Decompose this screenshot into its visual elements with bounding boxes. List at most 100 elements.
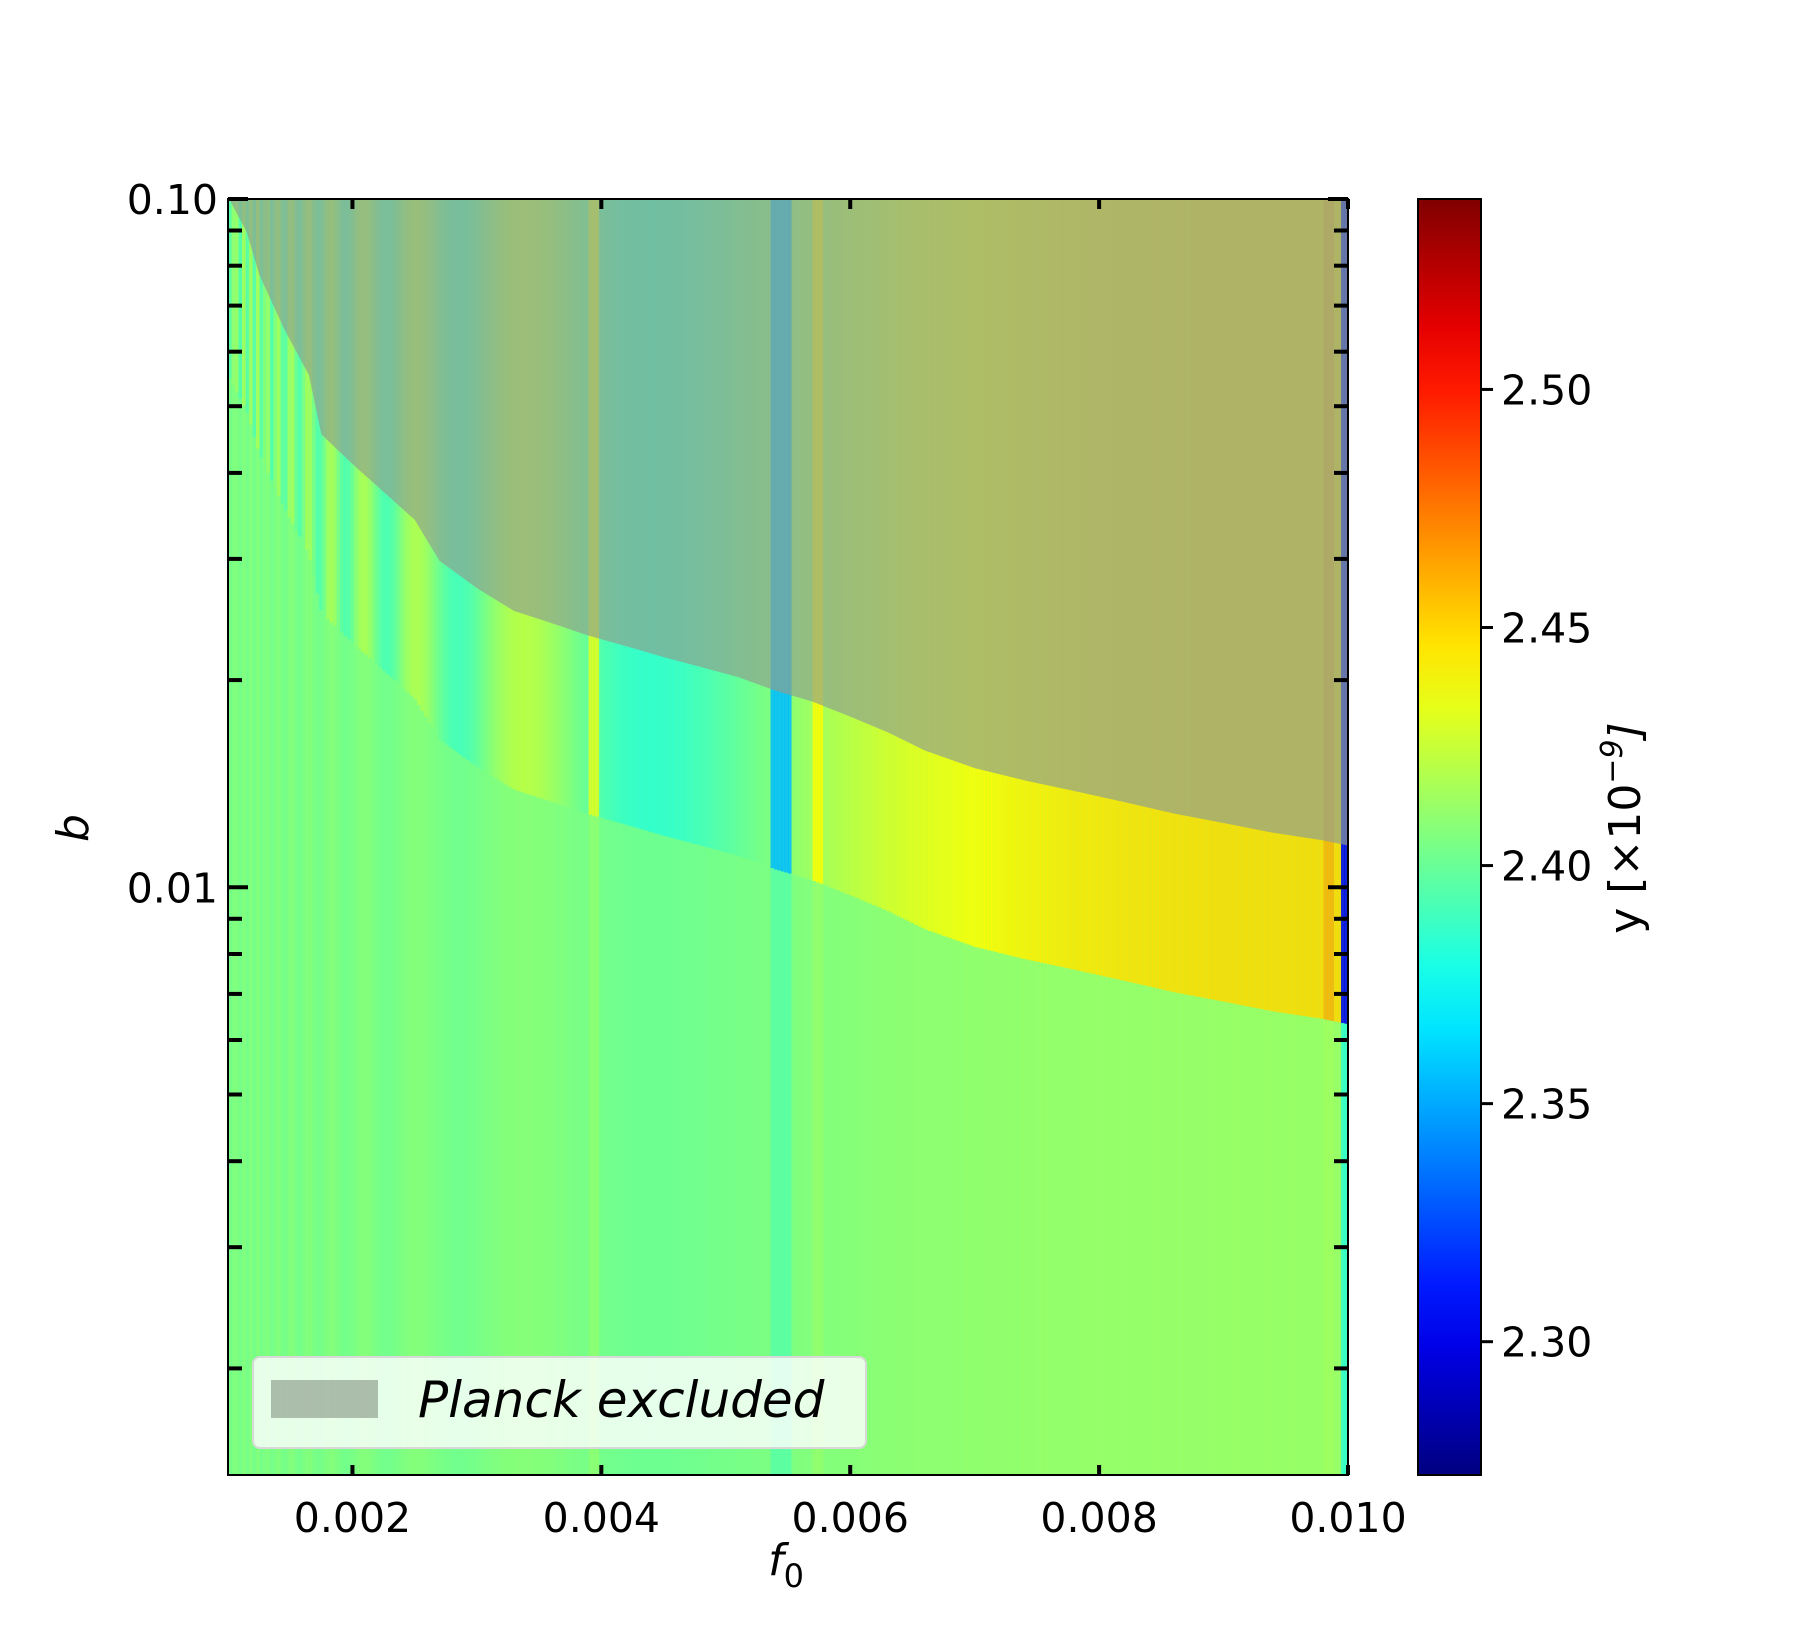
heatmap-stripe-lower	[1264, 1010, 1269, 1475]
heatmap-stripe-lower	[655, 833, 660, 1475]
heatmap-stripe-lower	[966, 944, 971, 1475]
heatmap-stripe-lower	[658, 834, 663, 1475]
heatmap-stripe-lower	[1344, 1023, 1348, 1475]
heatmap-stripe-lower	[452, 749, 457, 1475]
heatmap-stripe-lower	[837, 890, 842, 1475]
heatmap-stripe-lower	[1089, 973, 1094, 1475]
heatmap-stripe-lower	[606, 819, 611, 1475]
heatmap-stripe-lower	[1232, 1003, 1237, 1475]
heatmap-stripe-lower	[704, 846, 709, 1475]
heatmap-stripe-lower	[952, 939, 957, 1475]
heatmap-stripe-lower	[781, 871, 786, 1475]
heatmap-stripe-lower	[305, 549, 310, 1475]
heatmap-stripe-lower	[473, 765, 478, 1475]
heatmap-stripe-lower	[865, 902, 870, 1475]
heatmap-stripe-lower	[1092, 974, 1097, 1475]
heatmap-stripe-lower	[238, 398, 243, 1475]
heatmap-stripe-lower	[1309, 1017, 1314, 1475]
heatmap-stripe-lower	[494, 778, 499, 1475]
heatmap-stripe-lower	[714, 849, 719, 1475]
heatmap-stripe-lower	[399, 686, 404, 1475]
heatmap-stripe-lower	[616, 822, 621, 1475]
heatmap-stripe-lower	[284, 510, 289, 1475]
heatmap-stripe-lower	[1260, 1009, 1265, 1475]
x-tick-label: 0.004	[543, 1494, 660, 1542]
heatmap-stripe-lower	[326, 619, 331, 1475]
heatmap-stripe-lower	[378, 667, 383, 1475]
heatmap-stripe-lower	[672, 838, 677, 1475]
heatmap-stripe-lower	[350, 642, 355, 1475]
heatmap-stripe-lower	[1201, 997, 1206, 1475]
heatmap-stripe-lower	[903, 919, 908, 1475]
heatmap-stripe-lower	[1169, 991, 1174, 1475]
heatmap-stripe-lower	[882, 909, 887, 1475]
heatmap-stripe-lower	[1306, 1016, 1311, 1475]
heatmap-stripe-lower	[483, 772, 488, 1475]
heatmap-stripe-lower	[1019, 958, 1024, 1475]
x-tick-label: 0.010	[1289, 1494, 1406, 1542]
heatmap-stripe-lower	[1225, 1002, 1230, 1475]
heatmap-stripe-lower	[392, 680, 397, 1475]
heatmap-stripe-lower	[854, 897, 859, 1475]
heatmap-stripe-lower	[861, 900, 866, 1475]
heatmap-stripe-lower	[665, 836, 670, 1475]
heatmap-stripe-lower	[1012, 956, 1017, 1475]
heatmap-stripe-lower	[1320, 1018, 1325, 1475]
heatmap-stripe-lower	[301, 543, 306, 1475]
colorbar-label-main: y [×10	[1600, 784, 1651, 934]
heatmap-stripe-lower	[1106, 977, 1111, 1475]
heatmap-stripe-lower	[592, 815, 597, 1475]
heatmap-stripe-lower	[886, 911, 891, 1475]
heatmap-stripe-lower	[1302, 1016, 1307, 1475]
heatmap-stripe-lower	[532, 796, 537, 1475]
heatmap-stripe-lower	[1239, 1005, 1244, 1475]
heatmap-stripe-lower	[1141, 985, 1146, 1475]
heatmap-stripe-lower	[914, 924, 919, 1475]
heatmap-stripe-lower	[970, 945, 975, 1475]
heatmap-stripe-lower	[644, 830, 649, 1475]
heatmap-stripe-lower	[231, 385, 236, 1475]
heatmap-stripe-lower	[994, 952, 999, 1475]
heatmap-stripe-lower	[1162, 990, 1167, 1475]
heatmap-stripe-lower	[1299, 1015, 1304, 1475]
heatmap-stripe-lower	[1071, 969, 1076, 1475]
heatmap-stripe-lower	[263, 465, 268, 1475]
heatmap-stripe-lower	[938, 934, 943, 1475]
heatmap-stripe-lower	[1323, 1019, 1328, 1475]
heatmap-stripe-lower	[462, 757, 467, 1475]
heatmap-stripe-lower	[1005, 954, 1010, 1475]
heatmap-stripe	[266, 199, 271, 474]
heatmap-stripe-lower	[1082, 971, 1087, 1475]
heatmap-stripe-lower	[420, 710, 425, 1475]
heatmap-stripe-lower	[1131, 982, 1136, 1475]
heatmap-stripe-lower	[875, 906, 880, 1475]
heatmap-stripe-lower	[371, 661, 376, 1475]
heatmap-stripe-lower	[1110, 978, 1115, 1475]
heatmap-stripe-lower	[959, 942, 964, 1475]
heatmap-stripe	[273, 199, 278, 489]
heatmap-stripe-lower	[273, 488, 278, 1475]
heatmap-stripe-lower	[245, 412, 250, 1475]
heatmap-stripe-lower	[375, 664, 380, 1475]
heatmap-stripe-lower	[749, 860, 754, 1475]
heatmap-stripe-lower	[448, 747, 453, 1475]
heatmap-stripe-lower	[588, 814, 593, 1475]
heatmap-stripe-lower	[1103, 976, 1108, 1475]
colorbar-tick-label: 2.50	[1501, 366, 1592, 414]
heatmap-stripe	[238, 199, 243, 399]
heatmap-stripe-lower	[1134, 983, 1139, 1475]
heatmap-stripe-lower	[508, 786, 513, 1475]
heatmap-stripe-lower	[858, 899, 863, 1475]
heatmap-stripe-lower	[1029, 960, 1034, 1475]
heatmap-stripe-lower	[1197, 997, 1202, 1475]
heatmap-stripe-lower	[627, 825, 632, 1475]
heatmap-stripe-lower	[907, 921, 912, 1475]
x-axis: 0.002 0.004 0.006 0.008 0.010	[294, 199, 1407, 1542]
heatmap-stripe-lower	[557, 804, 562, 1475]
heatmap-stripe-lower	[690, 843, 695, 1475]
heatmap-stripe-lower	[1250, 1007, 1255, 1475]
heatmap-stripe-lower	[567, 807, 572, 1475]
heatmap-stripe-lower	[256, 448, 261, 1475]
heatmap-stripe	[263, 199, 268, 466]
